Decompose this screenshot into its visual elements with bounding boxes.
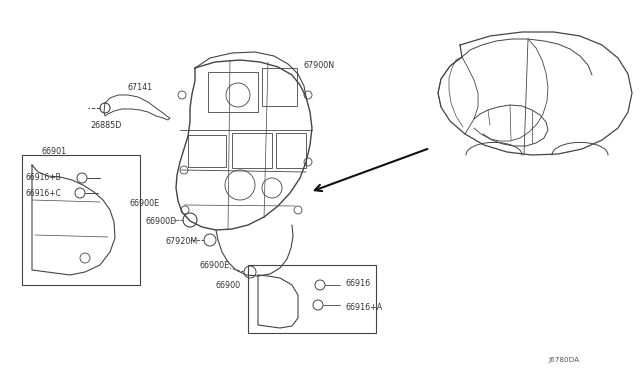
Text: 66901: 66901 (42, 148, 67, 157)
Text: 66900D: 66900D (145, 218, 176, 227)
Text: 66900: 66900 (216, 280, 241, 289)
Text: 67141: 67141 (128, 83, 153, 93)
Text: 66916+B: 66916+B (26, 173, 61, 183)
Bar (276, 133, 306, 168)
Text: 26885D: 26885D (90, 121, 122, 129)
Bar (248, 265, 376, 333)
Text: 66900E: 66900E (200, 260, 230, 269)
Bar (22, 155, 140, 285)
Text: 66916: 66916 (345, 279, 370, 288)
Bar (208, 72, 258, 112)
Text: 67920M: 67920M (165, 237, 197, 247)
Text: 66916+C: 66916+C (26, 189, 62, 199)
Text: 66900E: 66900E (130, 199, 160, 208)
Bar (188, 135, 226, 167)
Bar (262, 68, 297, 106)
Text: 66916+A: 66916+A (345, 302, 382, 311)
Bar (232, 133, 272, 168)
Text: J6780DA: J6780DA (548, 357, 579, 363)
Text: 67900N: 67900N (303, 61, 334, 70)
